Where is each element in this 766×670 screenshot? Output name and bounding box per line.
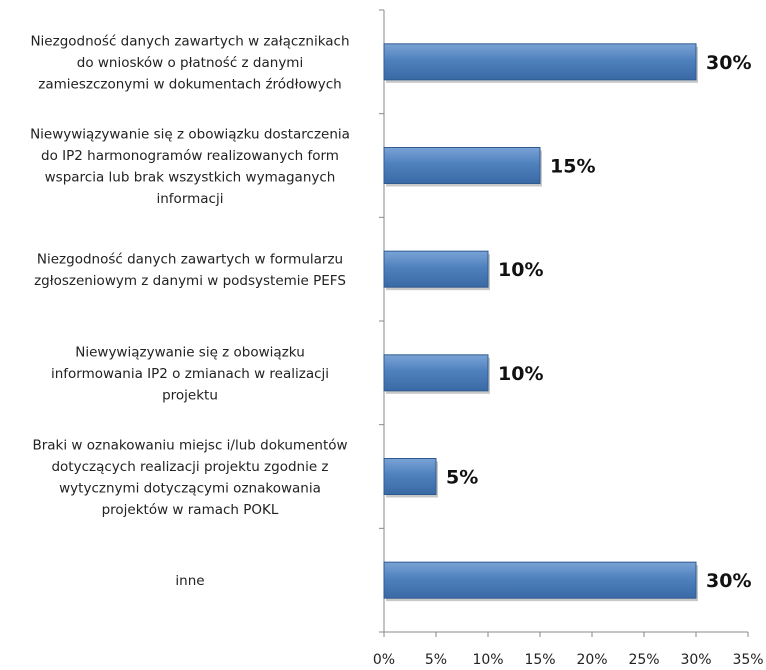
x-tick-label: 30% [680,652,711,668]
category-label: Niewywiązywanie się z obowiązku dostarcz… [30,126,350,142]
category-label: do IP2 harmonogramów realizowanych form [41,148,339,164]
bar [383,43,697,81]
category-label: Niezgodność danych zawartych w formularz… [37,251,343,267]
x-tick-label: 35% [732,652,763,668]
data-label: 5% [446,467,478,489]
x-tick-label: 15% [524,652,555,668]
category-label: wytycznymi dotyczącymi oznakowania [59,480,321,496]
category-label: dotyczących realizacji projektu zgodnie … [51,459,328,475]
data-label: 30% [706,52,751,74]
bar [383,561,697,599]
category-label: informacji [157,191,224,207]
bar [383,458,437,495]
bar [383,354,489,392]
data-label: 15% [550,156,595,178]
category-label: Niewywiązywanie się z obowiązku [75,344,305,360]
category-label: wsparcia lub brak wszystkich wymaganych [45,169,336,185]
category-label: projektów w ramach POKL [102,502,279,518]
plot-area: 0% 5% 10% 15% 20% 25% 30% 35% 30% Niezgodność dan… [30,9,764,668]
category-label: Braki w oznakowaniu miejsc i/lub dokumen… [32,437,347,453]
x-tick-label: 25% [628,652,659,668]
x-tick-label: 0% [373,652,395,668]
category-label: Niezgodność danych zawartych w załącznik… [30,33,349,49]
bar [383,147,541,184]
category-label: zgłoszeniowym z danymi w podsystemie PEF… [34,273,346,289]
category-label: informowania IP2 o zmianach w realizacji [51,366,329,382]
x-tick-label: 20% [576,652,607,668]
data-label: 30% [706,570,751,592]
data-label: 10% [498,363,543,385]
x-tick-label: 5% [425,652,447,668]
category-label: do wniosków o płatność z danymi [77,55,303,71]
data-label: 10% [498,259,543,281]
category-label: inne [175,573,204,589]
category-label: projektu [162,387,218,403]
bar [383,250,489,288]
x-tick-label: 10% [472,652,503,668]
category-label: zamieszczonymi w dokumentach źródłowych [38,76,341,92]
